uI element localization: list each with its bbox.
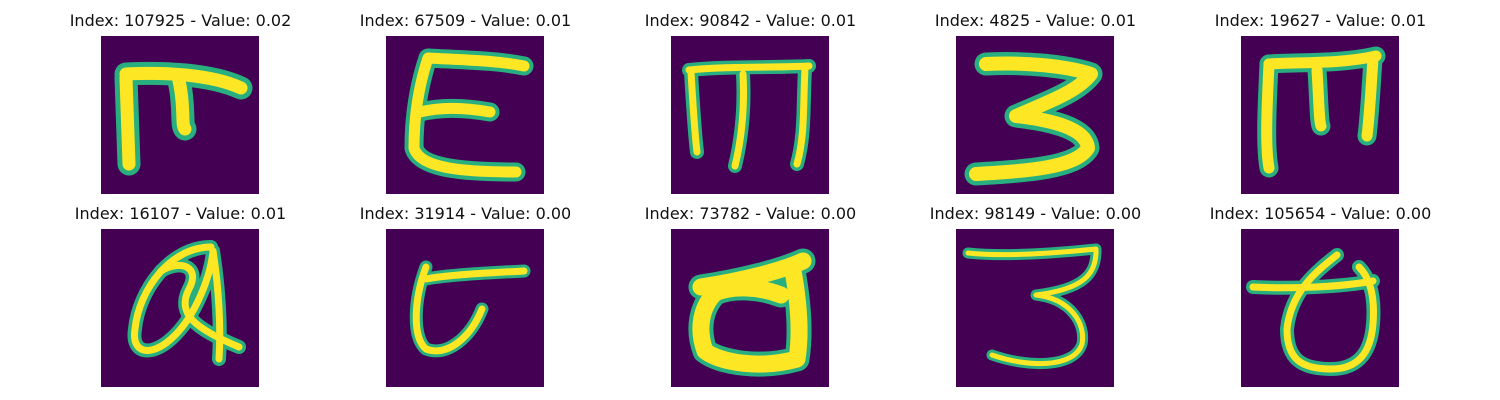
sample-image [671,36,829,194]
sample-panel: Index: 4825 - Value: 0.01 [893,8,1178,198]
handwritten-glyph [956,36,1114,194]
handwritten-glyph [671,36,829,194]
handwritten-glyph [386,36,544,194]
handwritten-glyph [956,229,1114,387]
sample-panel: Index: 98149 - Value: 0.00 [893,201,1178,391]
sample-panel: Index: 16107 - Value: 0.01 [38,201,323,391]
handwritten-glyph [671,229,829,387]
sample-image [1241,36,1399,194]
sample-panel: Index: 107925 - Value: 0.02 [38,8,323,198]
sample-image [671,229,829,387]
sample-image [1241,229,1399,387]
panel-title: Index: 31914 - Value: 0.00 [323,201,608,227]
sample-panel: Index: 31914 - Value: 0.00 [323,201,608,391]
panel-title: Index: 67509 - Value: 0.01 [323,8,608,34]
sample-image [386,229,544,387]
handwritten-glyph [101,36,259,194]
handwritten-glyph [386,229,544,387]
sample-panel: Index: 67509 - Value: 0.01 [323,8,608,198]
sample-image [956,229,1114,387]
panel-title: Index: 90842 - Value: 0.01 [608,8,893,34]
handwritten-glyph [1241,229,1399,387]
sample-image [956,36,1114,194]
handwritten-glyph [101,229,259,387]
sample-panel: Index: 19627 - Value: 0.01 [1178,8,1463,198]
panel-title: Index: 107925 - Value: 0.02 [38,8,323,34]
panel-title: Index: 19627 - Value: 0.01 [1178,8,1463,34]
panel-title: Index: 98149 - Value: 0.00 [893,201,1178,227]
panel-title: Index: 16107 - Value: 0.01 [38,201,323,227]
sample-image [101,229,259,387]
panel-title: Index: 73782 - Value: 0.00 [608,201,893,227]
sample-panel: Index: 90842 - Value: 0.01 [608,8,893,198]
panel-title: Index: 4825 - Value: 0.01 [893,8,1178,34]
sample-panel: Index: 105654 - Value: 0.00 [1178,201,1463,391]
panel-title: Index: 105654 - Value: 0.00 [1178,201,1463,227]
sample-panel: Index: 73782 - Value: 0.00 [608,201,893,391]
sample-image [101,36,259,194]
handwritten-glyph [1241,36,1399,194]
sample-image [386,36,544,194]
